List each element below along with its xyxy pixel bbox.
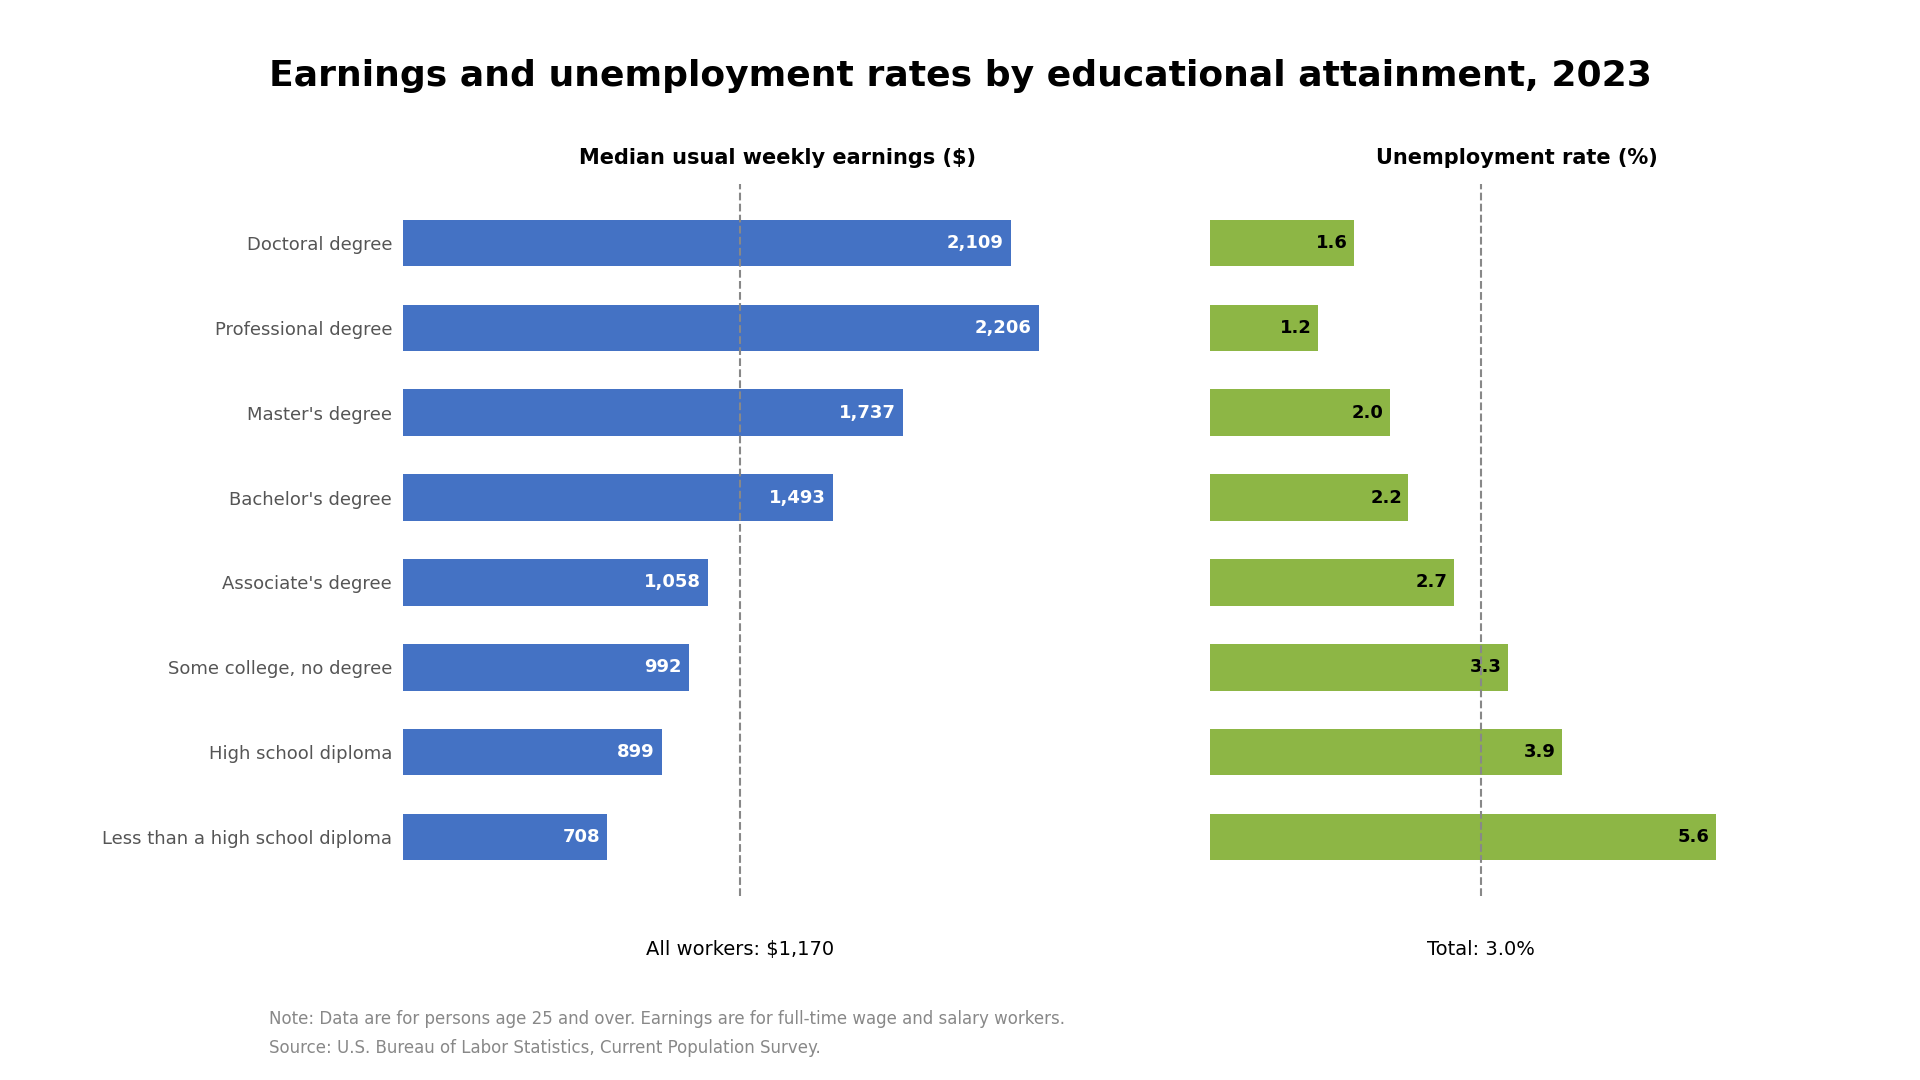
Text: 1,493: 1,493	[770, 488, 826, 507]
Text: Note: Data are for persons age 25 and over. Earnings are for full-time wage and : Note: Data are for persons age 25 and ov…	[269, 1010, 1066, 1057]
Bar	[1210, 305, 1317, 351]
Text: 992: 992	[645, 659, 682, 676]
Bar	[403, 219, 1010, 267]
Text: 1.2: 1.2	[1281, 319, 1311, 337]
Text: All workers: $1,170: All workers: $1,170	[647, 940, 833, 959]
Text: 2.0: 2.0	[1352, 404, 1384, 421]
Text: 1,737: 1,737	[839, 404, 897, 421]
Bar	[403, 559, 708, 606]
Text: 2,206: 2,206	[975, 319, 1031, 337]
Bar	[1210, 559, 1453, 606]
Bar	[1210, 390, 1390, 436]
Bar	[1210, 729, 1563, 775]
Text: 2.7: 2.7	[1415, 573, 1448, 592]
Bar	[403, 390, 904, 436]
Text: 899: 899	[618, 743, 655, 761]
Bar	[403, 474, 833, 521]
Bar	[403, 644, 689, 690]
Text: Total: 3.0%: Total: 3.0%	[1427, 940, 1534, 959]
Bar	[1210, 813, 1716, 861]
Text: 5.6: 5.6	[1678, 828, 1709, 846]
Text: 3.9: 3.9	[1524, 743, 1555, 761]
Bar	[403, 305, 1039, 351]
Bar	[403, 729, 662, 775]
Title: Unemployment rate (%): Unemployment rate (%)	[1377, 148, 1657, 168]
Text: 2,109: 2,109	[947, 234, 1004, 252]
Text: 3.3: 3.3	[1469, 659, 1501, 676]
Text: Earnings and unemployment rates by educational attainment, 2023: Earnings and unemployment rates by educa…	[269, 58, 1651, 93]
Text: 708: 708	[563, 828, 599, 846]
Bar	[1210, 644, 1507, 690]
Bar	[1210, 219, 1354, 267]
Title: Median usual weekly earnings ($): Median usual weekly earnings ($)	[580, 148, 975, 168]
Bar	[403, 813, 607, 861]
Bar	[1210, 474, 1409, 521]
Text: 2.2: 2.2	[1371, 488, 1402, 507]
Text: 1.6: 1.6	[1315, 234, 1348, 252]
Text: 1,058: 1,058	[643, 573, 701, 592]
